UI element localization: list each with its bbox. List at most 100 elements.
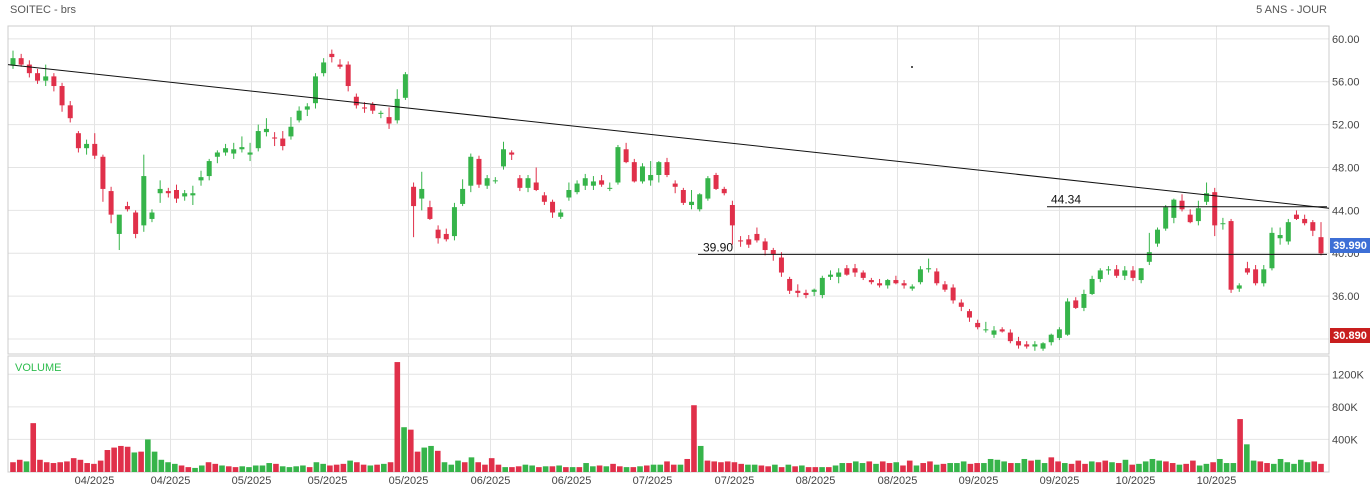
- candle: [231, 142, 237, 159]
- last-price-badge: [1330, 238, 1370, 253]
- candle: [1065, 298, 1071, 336]
- volume-title: VOLUME: [15, 362, 61, 374]
- candle: [1089, 275, 1095, 296]
- price-tick-label: 44.00: [1332, 205, 1360, 217]
- candle-body: [754, 233, 760, 241]
- date-label: 08/2025: [878, 475, 918, 487]
- candle-body: [836, 272, 842, 277]
- chart-period: 5 ANS - JOUR: [1256, 4, 1327, 16]
- candle-body: [59, 86, 65, 106]
- volume-bar: [1223, 463, 1230, 472]
- candle: [468, 153, 474, 193]
- candle-body: [893, 280, 899, 284]
- candle: [582, 173, 588, 190]
- candle: [1122, 266, 1128, 281]
- candle: [263, 118, 269, 137]
- candle-body: [1220, 223, 1226, 225]
- volume-bar: [684, 458, 691, 472]
- volume-bar: [124, 446, 131, 472]
- volume-bar: [805, 467, 812, 472]
- volume-bar: [704, 460, 711, 472]
- volume-bar: [448, 464, 455, 472]
- volume-bar: [1264, 463, 1270, 472]
- candle-body: [288, 126, 294, 137]
- candle-body: [255, 131, 261, 149]
- candle-body: [550, 201, 556, 213]
- volume-bar: [509, 467, 515, 472]
- price-badges: 39.990 30.890: [1330, 238, 1370, 343]
- price-tick-label: 48.00: [1332, 162, 1360, 174]
- candle-body: [901, 283, 907, 286]
- candle-body: [353, 96, 359, 106]
- candle: [321, 58, 327, 77]
- volume-bar: [994, 459, 1001, 472]
- candle-body: [206, 161, 212, 177]
- candle: [819, 275, 825, 299]
- date-label: 06/2025: [471, 475, 511, 487]
- candle: [1269, 227, 1275, 271]
- volume-bar: [711, 461, 717, 472]
- candle-body: [738, 240, 744, 242]
- volume-bar: [1210, 462, 1216, 472]
- candle-body: [852, 268, 858, 273]
- volume-bar: [414, 451, 421, 472]
- candle: [124, 201, 130, 212]
- candle: [1073, 297, 1079, 309]
- candle: [1318, 222, 1324, 256]
- candle: [75, 131, 81, 153]
- candle: [133, 210, 139, 239]
- volume-bar: [839, 463, 846, 472]
- candle: [1007, 329, 1013, 344]
- candle-body: [108, 191, 114, 215]
- candle: [1302, 214, 1308, 226]
- volume-bar: [428, 445, 434, 472]
- volume-bar: [43, 462, 50, 472]
- volume-bar: [1055, 461, 1061, 472]
- candle: [1195, 200, 1201, 226]
- date-label: 09/2025: [1040, 475, 1080, 487]
- volume-bar: [974, 463, 980, 472]
- candle-body: [1016, 341, 1022, 346]
- volume-bar: [111, 447, 117, 472]
- candle: [1244, 261, 1250, 275]
- candle-body: [607, 187, 613, 189]
- candle: [1048, 333, 1054, 346]
- candle-body: [1040, 343, 1046, 349]
- candle: [738, 236, 744, 247]
- candle: [746, 235, 752, 248]
- candle: [541, 192, 547, 206]
- price-tick-label: 56.00: [1332, 77, 1360, 89]
- volume-bar: [1048, 457, 1055, 472]
- candle: [697, 193, 703, 212]
- candle: [533, 167, 539, 192]
- candle-body: [844, 268, 850, 275]
- candle: [672, 180, 678, 194]
- candle: [59, 82, 65, 112]
- volume-bar: [1115, 463, 1122, 472]
- volume-bar: [1244, 444, 1250, 472]
- date-label: 09/2025: [959, 475, 999, 487]
- candle-body: [590, 181, 596, 186]
- candle-body: [1269, 232, 1275, 269]
- candle-body: [35, 73, 41, 81]
- volume-bar: [900, 465, 906, 472]
- candle-body: [67, 105, 73, 119]
- volume-bar: [482, 464, 488, 472]
- candle-body: [165, 191, 171, 194]
- candle-body: [141, 176, 147, 226]
- candle: [288, 117, 294, 140]
- candle: [108, 186, 114, 224]
- candle: [590, 176, 596, 190]
- candle-body: [451, 207, 457, 237]
- candle-body: [558, 212, 564, 217]
- volume-bar: [697, 445, 704, 472]
- volume-bar: [859, 463, 866, 472]
- volume-bar: [138, 451, 144, 472]
- candle: [43, 64, 49, 87]
- volume-bar: [1237, 419, 1243, 472]
- volume-bar: [1041, 463, 1048, 472]
- candle: [623, 142, 629, 164]
- candle-body: [1212, 192, 1218, 226]
- candle: [828, 270, 833, 281]
- volume-bar: [590, 466, 596, 472]
